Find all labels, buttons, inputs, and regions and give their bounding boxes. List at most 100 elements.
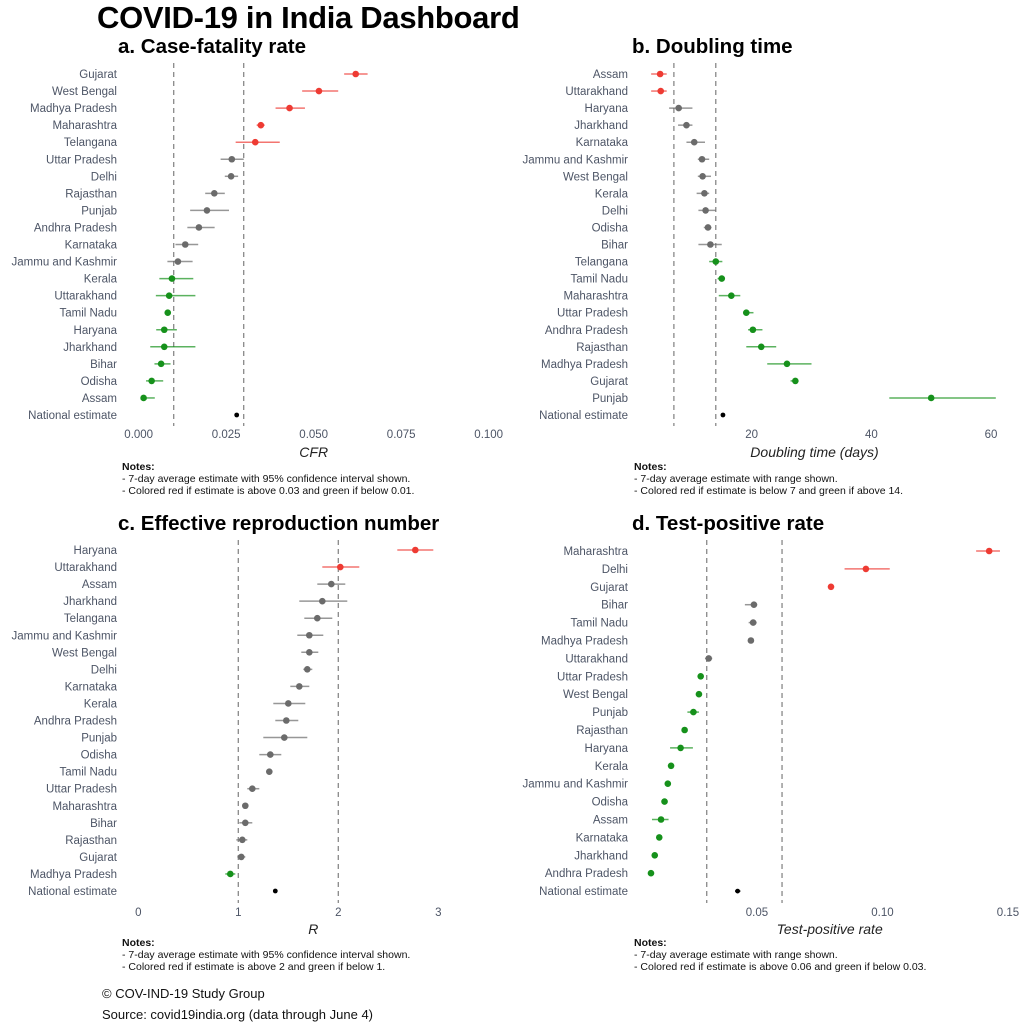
row-label: Rajasthan xyxy=(576,342,628,354)
footer-credit: © COV-IND-19 Study Group xyxy=(102,986,265,1001)
panel-b: b. Doubling time Assam Uttarakhand Haryana J… xyxy=(523,35,998,497)
estimate-point xyxy=(690,708,697,716)
x-tick-label: 0 xyxy=(135,907,141,919)
notes-line: - Colored red if estimate is above 2 and… xyxy=(122,961,385,973)
row-label: Rajasthan xyxy=(65,835,117,847)
notes-line: - 7-day average estimate with range show… xyxy=(634,949,838,961)
panel-title: d. Test-positive rate xyxy=(632,512,824,535)
row-label: Uttar Pradesh xyxy=(557,671,628,683)
estimate-point xyxy=(862,565,870,573)
estimate-point xyxy=(228,155,236,163)
estimate-point xyxy=(227,173,235,180)
estimate-point xyxy=(657,87,665,95)
estimate-point xyxy=(328,580,335,588)
estimate-point xyxy=(792,377,799,385)
row-label: Bihar xyxy=(601,240,628,252)
estimate-point xyxy=(683,121,690,129)
x-tick-label: 1 xyxy=(235,907,241,919)
row-label: Odisha xyxy=(81,750,118,762)
row-label: National estimate xyxy=(539,410,628,422)
estimate-point xyxy=(140,394,147,402)
row-label: Andhra Pradesh xyxy=(545,868,628,880)
estimate-point xyxy=(681,726,688,734)
row-label: Karnataka xyxy=(65,240,118,252)
row-label: Andhra Pradesh xyxy=(545,325,628,337)
x-tick-label: 40 xyxy=(865,429,878,441)
row-label: Kerala xyxy=(595,761,629,773)
national-estimate-point xyxy=(735,888,741,894)
estimate-point xyxy=(712,258,720,265)
estimate-point xyxy=(656,70,664,78)
row-label: Bihar xyxy=(90,359,117,371)
estimate-point xyxy=(181,241,189,248)
row-label: Gujarat xyxy=(79,69,118,81)
row-label: Punjab xyxy=(592,393,628,405)
row-label: Rajasthan xyxy=(576,725,628,737)
row-label: Jharkhand xyxy=(63,596,117,608)
row-label: Kerala xyxy=(84,698,118,710)
estimate-point xyxy=(242,819,249,827)
row-label: Punjab xyxy=(81,205,117,217)
row-label: Delhi xyxy=(602,564,628,576)
row-label: Gujarat xyxy=(590,582,629,594)
row-label: Karnataka xyxy=(576,832,629,844)
estimate-point xyxy=(675,104,682,112)
notes-line: - Colored red if estimate is above 0.03 … xyxy=(122,485,414,497)
row-label: Karnataka xyxy=(576,137,629,149)
row-label: Delhi xyxy=(91,664,117,676)
row-label: West Bengal xyxy=(52,647,117,659)
estimate-point xyxy=(160,326,168,334)
row-label: Telangana xyxy=(575,257,629,269)
x-axis-label: CFR xyxy=(299,444,328,460)
row-label: Uttarakhand xyxy=(565,653,628,665)
row-label: Karnataka xyxy=(65,681,118,693)
estimate-point xyxy=(168,275,176,282)
x-tick-label: 0.10 xyxy=(871,907,893,919)
row-label: Haryana xyxy=(74,325,118,337)
footer-source: Source: covid19india.org (data through J… xyxy=(102,1007,374,1022)
estimate-point xyxy=(148,377,155,385)
estimate-point xyxy=(164,309,172,317)
row-label: Delhi xyxy=(602,205,628,217)
estimate-point xyxy=(705,655,713,662)
estimate-point xyxy=(412,546,419,554)
estimate-point xyxy=(283,717,290,724)
notes-line: - 7-day average estimate with 95% confid… xyxy=(122,949,410,961)
national-estimate-point xyxy=(234,412,240,418)
estimate-point xyxy=(697,673,704,680)
panel-d: d. Test-positive rate Maharashtra Delhi Guj… xyxy=(523,512,1020,973)
row-label: Haryana xyxy=(585,103,629,115)
row-label: Punjab xyxy=(81,733,117,745)
estimate-point xyxy=(319,597,326,605)
panel-title: c. Effective reproduction number xyxy=(118,512,439,535)
row-label: National estimate xyxy=(539,886,628,898)
estimate-point xyxy=(647,869,655,877)
estimate-point xyxy=(701,190,708,197)
row-label: Madhya Pradesh xyxy=(30,103,117,115)
estimate-point xyxy=(655,834,663,841)
row-label: Jammu and Kashmir xyxy=(523,779,629,791)
x-axis-label: R xyxy=(308,921,318,937)
estimate-point xyxy=(174,258,182,265)
national-estimate-point xyxy=(272,888,278,894)
estimate-point xyxy=(306,649,313,656)
row-label: Madhya Pradesh xyxy=(541,359,628,371)
row-label: Odisha xyxy=(81,376,118,388)
row-label: Tamil Nadu xyxy=(570,618,628,630)
row-label: Uttar Pradesh xyxy=(46,154,117,166)
row-label: West Bengal xyxy=(563,689,628,701)
row-label: Maharashtra xyxy=(52,120,117,132)
estimate-point xyxy=(698,155,706,163)
notes-heading: Notes: xyxy=(634,937,667,949)
row-label: Uttar Pradesh xyxy=(557,308,628,320)
row-label: Assam xyxy=(593,815,628,827)
row-label: Jharkhand xyxy=(63,342,117,354)
x-axis-label: Test-positive rate xyxy=(777,921,883,937)
x-tick-label: 0.025 xyxy=(212,429,241,441)
row-label: Uttarakhand xyxy=(54,291,117,303)
estimate-point xyxy=(165,292,173,299)
estimate-point xyxy=(195,224,203,231)
estimate-point xyxy=(242,802,249,810)
